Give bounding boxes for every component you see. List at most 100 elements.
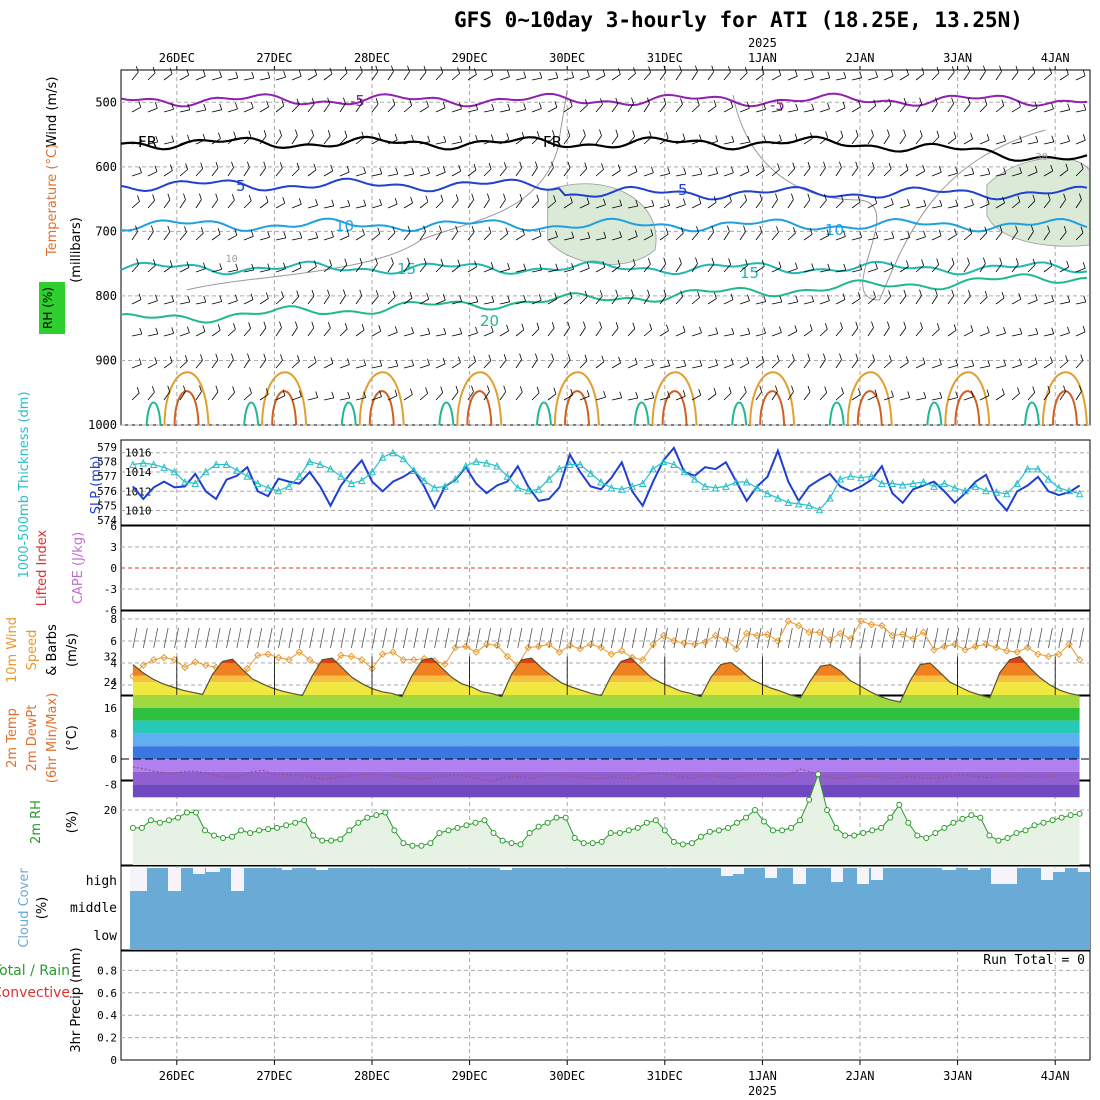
bl-contour-inner <box>173 390 200 426</box>
bl-contour-inner <box>368 390 395 426</box>
wind-barb-flag <box>503 162 507 169</box>
wind-barb-flag <box>951 257 955 265</box>
wind-barb-flag <box>1035 327 1039 335</box>
wind-barb <box>211 233 221 241</box>
wind-barb-flag <box>203 295 207 303</box>
temp-tick-label: 32 <box>104 651 117 664</box>
wind-barb <box>979 365 990 369</box>
wind-barb <box>611 205 622 209</box>
wind-barb-flag <box>648 66 651 73</box>
wind-barb-flag <box>392 226 396 233</box>
rh-marker <box>1013 830 1020 836</box>
bl-contour-cool <box>633 401 650 426</box>
wind-barb <box>611 74 621 81</box>
wind-barb <box>819 167 826 177</box>
wind-barb-flag <box>184 226 187 233</box>
thickness-tick-label: 578 <box>97 456 117 469</box>
wind-barb-flag <box>503 353 507 361</box>
wind-barb <box>1027 171 1038 177</box>
wind-barb-flag <box>459 135 463 143</box>
wind-barb-flag <box>505 227 509 234</box>
cloud-cover-gap <box>871 868 883 880</box>
bl-contour-cool <box>731 401 748 426</box>
wind-barb <box>739 300 750 305</box>
wind-barb-10m <box>361 627 367 649</box>
wind-barb <box>371 103 379 113</box>
wind-barb-10m <box>631 627 637 649</box>
wind-barb <box>947 329 957 337</box>
wind-barb-flag <box>409 99 413 106</box>
wind-barb <box>595 327 602 337</box>
wind-barb <box>643 364 654 369</box>
wind-barb <box>547 393 557 401</box>
wind-barb-flag <box>440 258 444 266</box>
wind-barb-10m <box>1037 627 1043 649</box>
bl-contour-inner <box>1051 390 1078 426</box>
wind-barb <box>995 173 1006 177</box>
wind-barb <box>339 235 350 241</box>
wind-speed-marker <box>857 617 865 625</box>
wind-barb <box>995 202 1005 209</box>
temp-line <box>132 655 1080 703</box>
wind-barb <box>323 103 330 113</box>
wind-barb <box>947 205 958 209</box>
wind-barb <box>355 397 366 401</box>
wind-barb-10m <box>881 627 887 649</box>
label-2m-rh: 2m RH <box>29 800 44 844</box>
wind-barb <box>515 109 526 113</box>
chart-title: GFS 0~10day 3-hourly for ATI (18.25E, 13… <box>454 8 1023 32</box>
wind-barb-flag <box>298 198 302 205</box>
isotherm-label: 15 <box>397 260 416 278</box>
wind-barb-flag <box>167 225 171 233</box>
wind-barb-flag <box>571 263 574 270</box>
wind-barb-flag <box>249 387 252 394</box>
wind-barb-flag <box>363 166 366 174</box>
rh-contour-label: 10 <box>226 254 238 265</box>
wind-barb <box>707 105 717 113</box>
wind-barb <box>867 268 878 273</box>
thickness-tick-label: 574 <box>97 514 117 527</box>
wind-barb <box>163 361 173 369</box>
wind-barb <box>851 201 861 209</box>
wind-barb <box>339 205 350 209</box>
wind-speed-marker <box>742 629 751 638</box>
wind-barb-flag <box>455 225 458 232</box>
wind-barb-flag <box>295 129 298 136</box>
wind-barb-flag <box>331 391 335 399</box>
wind-barb-flag <box>922 164 926 172</box>
wind-barb <box>771 109 782 113</box>
wind-barb-flag <box>587 70 590 77</box>
wind-barb-flag <box>1019 135 1023 142</box>
rh-marker <box>319 837 326 844</box>
wind-barb <box>915 73 925 81</box>
wind-barb-flag <box>731 166 734 173</box>
wind-barb-flag <box>715 359 718 366</box>
wind-barb <box>787 232 796 241</box>
wind-barb-flag <box>599 129 602 136</box>
wind-barb-flag <box>599 321 602 328</box>
wind-barb-flag <box>299 390 302 397</box>
wind-barb <box>787 139 798 145</box>
wind-barb-flag <box>539 71 543 79</box>
wind-barb-flag <box>858 100 861 107</box>
rh-marker <box>571 835 578 841</box>
wind-barb-flag <box>936 130 940 138</box>
date-label-top: 30DEC <box>549 51 585 65</box>
wind-barb-flag <box>311 129 314 136</box>
wind-barb-flag <box>263 129 267 137</box>
wind-barb-flag <box>327 97 330 104</box>
wind-barb-flag <box>667 391 670 398</box>
wind-barb-flag <box>394 197 398 205</box>
bl-contour-inner <box>661 390 688 426</box>
wind-barb <box>819 392 827 401</box>
rh-marker <box>977 814 984 821</box>
wind-barb-flag <box>1049 67 1052 74</box>
wind-barb-flag <box>905 163 909 171</box>
wind-barb-flag <box>551 321 555 329</box>
wind-barb-flag <box>361 323 365 331</box>
wind-barb-flag <box>266 100 269 108</box>
wind-barb-flag <box>426 100 429 107</box>
wind-barb <box>451 108 462 113</box>
rh-marker <box>950 819 957 826</box>
wind-speed-marker <box>898 630 907 639</box>
